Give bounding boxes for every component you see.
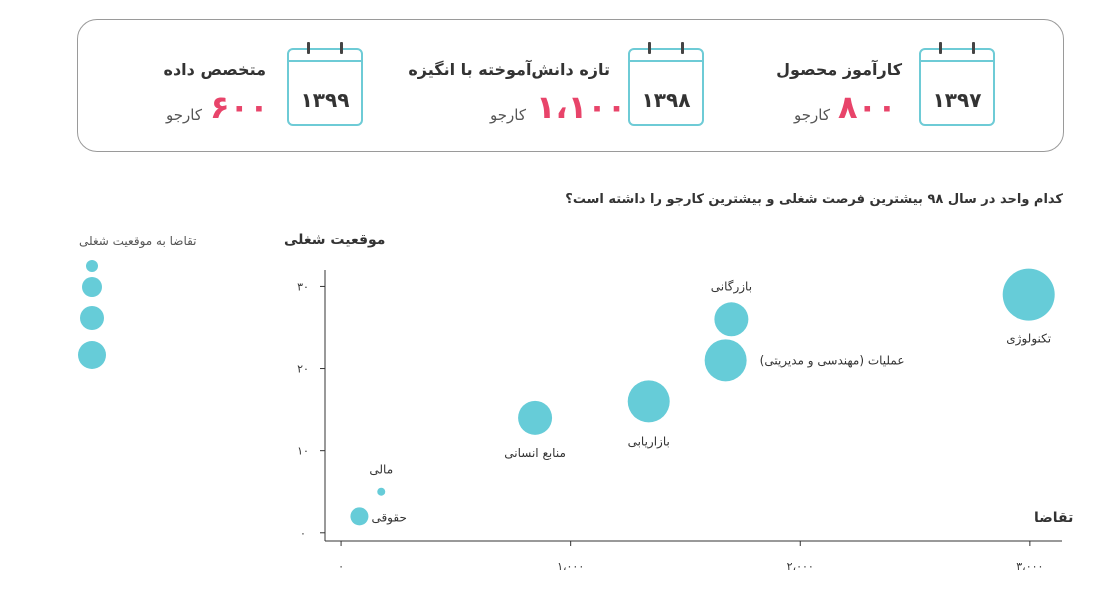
- stat-1398: ۱۳۹۸ تازه دانش‌آموخته با انگیزه ۱،۱۰۰ کا…: [408, 20, 718, 153]
- stat-unit: کارجو: [794, 106, 830, 124]
- stat-year: ۱۳۹۷: [932, 88, 982, 112]
- data-label: بازاریابی: [628, 434, 670, 449]
- data-point: [518, 400, 553, 435]
- stat-value: ۶۰۰: [210, 88, 269, 126]
- data-point: [704, 339, 747, 382]
- x-tick-label: ۳،۰۰۰: [1016, 560, 1043, 573]
- data-label: مالی: [369, 463, 393, 477]
- stat-1397: ۱۳۹۷ کارآموز محصول ۸۰۰ کارجو: [776, 20, 1000, 153]
- stat-value: ۸۰۰: [838, 88, 897, 126]
- calendar-icon: ۱۳۹۷: [919, 42, 995, 126]
- stat-value: ۱،۱۰۰: [536, 88, 627, 126]
- stat-unit: کارجو: [490, 106, 526, 124]
- y-tick-label: ۱۰: [297, 445, 309, 458]
- data-label: بازرگانی: [711, 279, 752, 294]
- data-label: تکنولوژی: [1006, 332, 1051, 347]
- data-label: منابع انسانی: [504, 446, 566, 460]
- data-point: [714, 302, 749, 337]
- data-point: [1002, 268, 1055, 321]
- calendar-icon: ۱۳۹۸: [628, 42, 704, 126]
- stats-panel: ۱۳۹۷ کارآموز محصول ۸۰۰ کارجو ۱۳۹۸ تازه د…: [77, 19, 1064, 152]
- y-tick-label: ۰: [300, 527, 306, 540]
- data-label: عملیات (مهندسی و مدیریتی): [760, 353, 905, 368]
- x-tick-label: ۰: [338, 560, 344, 573]
- legend-circle: [80, 306, 104, 330]
- data-point: [627, 380, 670, 423]
- stat-1399: ۱۳۹۹ متخصص داده ۶۰۰ کارجو: [158, 20, 378, 153]
- stat-year: ۱۳۹۹: [300, 88, 350, 112]
- stat-title: تازه دانش‌آموخته با انگیزه: [408, 60, 610, 79]
- y-axis-label: موقعیت شغلی: [284, 232, 386, 248]
- x-axis-label: تقاضا: [1034, 510, 1074, 526]
- size-legend: [78, 260, 106, 369]
- stat-title: متخصص داده: [163, 60, 266, 79]
- data-label: حقوقی: [371, 510, 406, 525]
- chart-question: کدام واحد در سال ۹۸ بیشترین فرصت شغلی و …: [565, 192, 1063, 207]
- legend-circle: [82, 277, 102, 297]
- stat-year: ۱۳۹۸: [641, 88, 691, 112]
- legend-circle: [78, 341, 106, 369]
- y-tick-label: ۳۰: [297, 280, 309, 293]
- y-tick-label: ۲۰: [297, 363, 309, 376]
- stat-unit: کارجو: [166, 106, 202, 124]
- calendar-icon: ۱۳۹۹: [287, 42, 363, 126]
- data-point: [350, 507, 369, 526]
- data-point: [377, 487, 386, 496]
- x-tick-label: ۲،۰۰۰: [787, 560, 814, 573]
- stat-title: کارآموز محصول: [776, 60, 902, 79]
- legend-circle: [86, 260, 98, 272]
- legend-title: تقاضا به موقعیت شغلی: [79, 234, 197, 248]
- x-tick-label: ۱،۰۰۰: [557, 560, 584, 573]
